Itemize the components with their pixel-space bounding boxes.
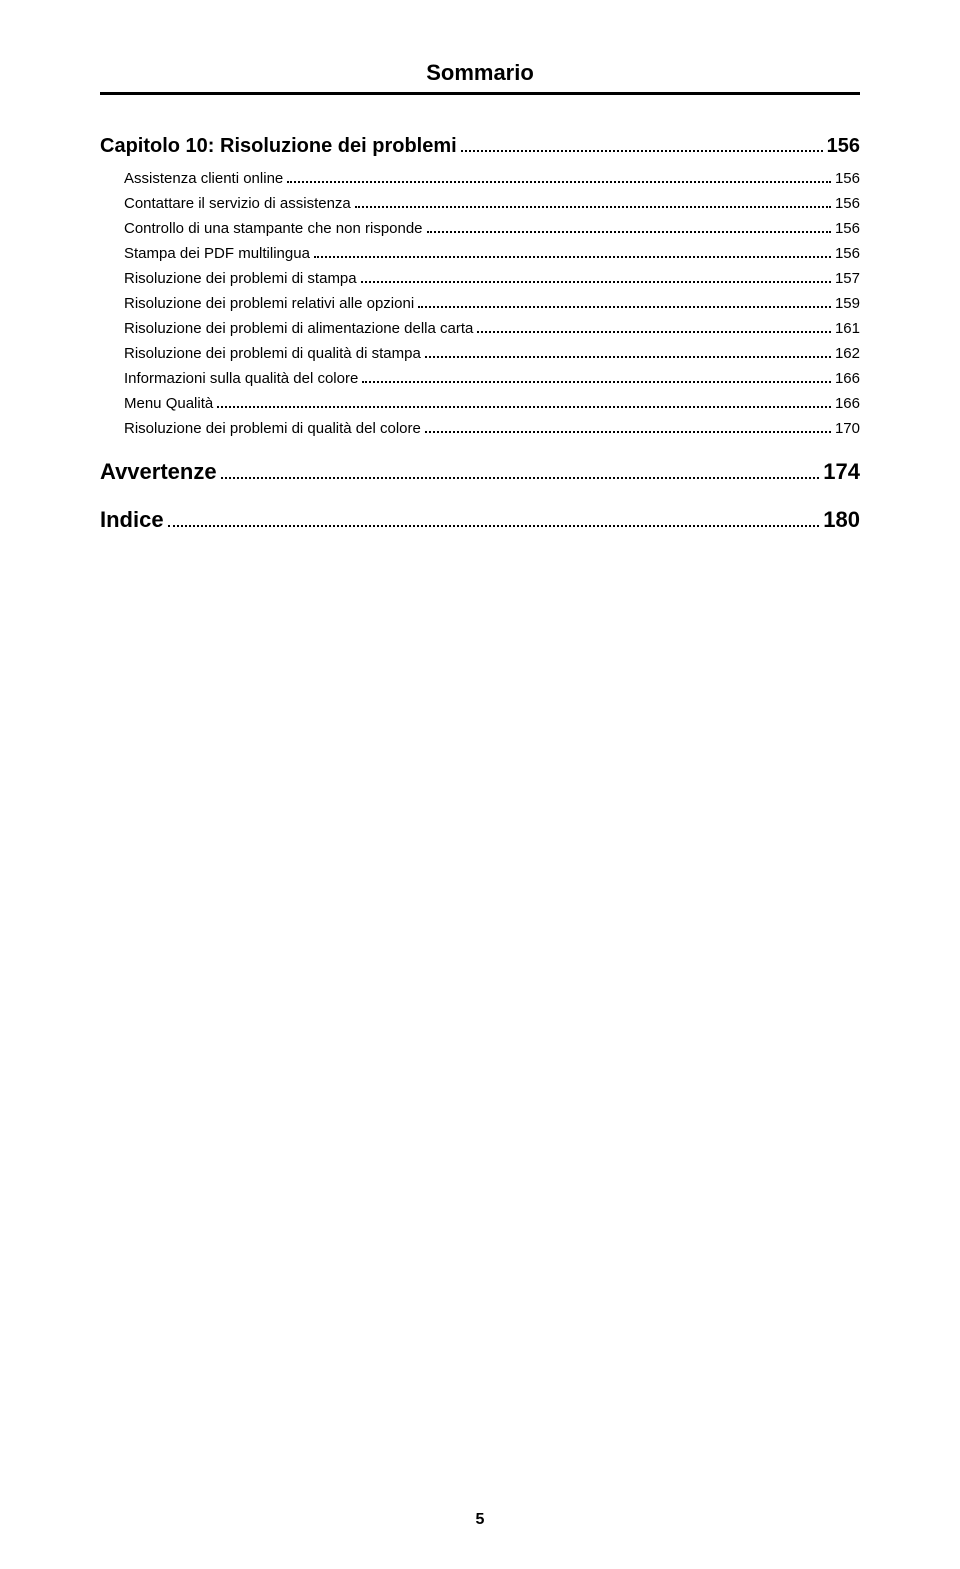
toc-entry-page: 156: [835, 195, 860, 212]
toc-dot-leader: [427, 222, 831, 233]
toc-entry-label: Risoluzione dei problemi di qualità di s…: [124, 345, 421, 362]
toc-entry: Capitolo 10: Risoluzione dei problemi 156: [100, 135, 860, 158]
toc-entry: Menu Qualità 166: [100, 395, 860, 412]
toc-dot-leader: [477, 322, 831, 333]
toc-entry-page: 156: [835, 170, 860, 187]
toc-entry-label: Informazioni sulla qualità del colore: [124, 370, 358, 387]
toc-dot-leader: [425, 422, 831, 433]
toc-dot-leader: [355, 197, 831, 208]
toc-entry-label: Controllo di una stampante che non rispo…: [124, 220, 423, 237]
toc-entry: Contattare il servizio di assistenza 156: [100, 195, 860, 212]
toc-dot-leader: [425, 347, 831, 358]
toc-dot-leader: [362, 372, 831, 383]
toc-entry: Risoluzione dei problemi di qualità di s…: [100, 345, 860, 362]
toc-entry: Controllo di una stampante che non rispo…: [100, 220, 860, 237]
page-header-title: Sommario: [100, 60, 860, 86]
header-rule: [100, 92, 860, 95]
toc-entry-page: 170: [835, 420, 860, 437]
toc-entry-page: 174: [823, 459, 860, 485]
toc-dot-leader: [168, 516, 820, 527]
page-number: 5: [0, 1511, 960, 1529]
toc-dot-leader: [221, 468, 820, 479]
toc-entry: Risoluzione dei problemi di alimentazion…: [100, 320, 860, 337]
toc-entry: Assistenza clienti online 156: [100, 170, 860, 187]
toc-dot-leader: [217, 397, 831, 408]
toc-entry: Stampa dei PDF multilingua 156: [100, 245, 860, 262]
toc-dot-leader: [361, 272, 831, 283]
toc-entry-page: 156: [827, 135, 860, 158]
toc-entry: Risoluzione dei problemi relativi alle o…: [100, 295, 860, 312]
toc-dot-leader: [287, 172, 831, 183]
toc-entry-page: 180: [823, 507, 860, 533]
toc-entry-page: 166: [835, 395, 860, 412]
toc-entry-page: 156: [835, 220, 860, 237]
toc-entry-page: 157: [835, 270, 860, 287]
toc-dot-leader: [461, 141, 823, 152]
toc-entry: Indice 180: [100, 507, 860, 533]
toc-entry: Avvertenze 174: [100, 459, 860, 485]
toc-entry-label: Menu Qualità: [124, 395, 213, 412]
toc-entry-label: Risoluzione dei problemi di stampa: [124, 270, 357, 287]
toc-entry: Risoluzione dei problemi di qualità del …: [100, 420, 860, 437]
toc-entry-label: Indice: [100, 507, 164, 533]
toc-container: Capitolo 10: Risoluzione dei problemi 156…: [100, 135, 860, 533]
toc-entry-label: Assistenza clienti online: [124, 170, 283, 187]
toc-dot-leader: [418, 297, 831, 308]
toc-entry-label: Stampa dei PDF multilingua: [124, 245, 310, 262]
toc-entry: Informazioni sulla qualità del colore 166: [100, 370, 860, 387]
toc-entry-page: 162: [835, 345, 860, 362]
toc-entry-label: Avvertenze: [100, 459, 217, 485]
toc-entry-label: Risoluzione dei problemi di qualità del …: [124, 420, 421, 437]
toc-entry-page: 161: [835, 320, 860, 337]
toc-entry-label: Capitolo 10: Risoluzione dei problemi: [100, 135, 457, 158]
document-page: Sommario Capitolo 10: Risoluzione dei pr…: [0, 0, 960, 1569]
toc-entry: Risoluzione dei problemi di stampa 157: [100, 270, 860, 287]
toc-entry-page: 156: [835, 245, 860, 262]
toc-entry-label: Risoluzione dei problemi di alimentazion…: [124, 320, 473, 337]
toc-entry-label: Contattare il servizio di assistenza: [124, 195, 351, 212]
toc-dot-leader: [314, 247, 831, 258]
toc-entry-page: 159: [835, 295, 860, 312]
toc-entry-label: Risoluzione dei problemi relativi alle o…: [124, 295, 414, 312]
toc-entry-page: 166: [835, 370, 860, 387]
